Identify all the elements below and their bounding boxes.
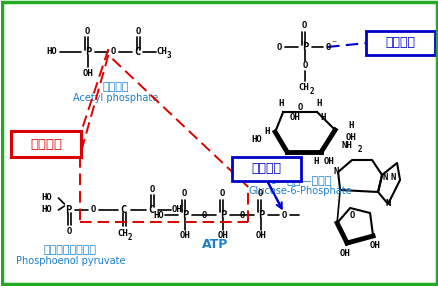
Text: NH: NH [341,142,352,150]
Text: H: H [264,128,269,136]
Text: O: O [281,210,286,219]
Text: HO: HO [41,194,52,202]
Text: O: O [239,210,244,219]
Text: O: O [301,21,306,31]
Text: O: O [110,47,116,57]
Text: O: O [276,43,281,51]
Text: 6—磷酸—葡萄糖: 6—磷酸—葡萄糖 [268,175,331,185]
Text: HO: HO [273,158,284,166]
Text: HO: HO [46,47,57,57]
Text: Glucose-6-Phosphate: Glucose-6-Phosphate [248,186,351,196]
Text: O: O [297,104,302,112]
Text: 2: 2 [128,233,132,241]
Text: O: O [149,184,155,194]
Text: O: O [85,27,90,35]
Text: N: N [333,168,338,176]
Text: HO: HO [251,136,262,144]
Text: H: H [320,112,325,122]
Text: H: H [316,100,321,108]
Text: O: O [91,206,96,214]
Text: C: C [134,47,140,57]
Text: 3: 3 [166,51,171,61]
Text: P: P [182,210,188,220]
Text: O: O [219,190,224,198]
Text: OH: OH [83,69,94,78]
Text: O: O [349,210,354,219]
Text: P: P [219,210,226,220]
Text: 低能酰键: 低能酰键 [385,37,415,49]
Text: Acetyl phosphate: Acetyl phosphate [73,93,158,103]
Text: CH: CH [155,47,166,57]
Text: H: H [348,120,353,130]
Text: C: C [148,205,154,215]
Text: H: H [289,158,294,166]
Text: OH: OH [180,231,190,241]
Text: O: O [135,27,141,35]
Text: N: N [385,200,390,208]
Text: 乙酰磷酸: 乙酰磷酸 [102,82,128,92]
Text: ATP: ATP [201,238,228,251]
FancyBboxPatch shape [365,31,434,55]
Text: 2: 2 [357,146,362,154]
Text: 高能酐键: 高能酐键 [30,138,62,150]
Text: O: O [201,210,206,219]
Text: N: N [389,172,395,182]
Text: OH: OH [339,249,350,257]
Text: HO: HO [152,210,163,219]
Text: P: P [301,42,307,52]
FancyBboxPatch shape [11,131,81,157]
Text: OH: OH [289,112,299,122]
Text: O: O [257,190,262,198]
Text: H: H [313,158,318,166]
Text: O: O [67,227,72,235]
Text: CH: CH [298,82,309,92]
Text: OH: OH [172,206,182,214]
Text: OH: OH [255,231,266,241]
Text: P: P [85,47,91,57]
Text: O: O [181,190,187,198]
Text: O: O [302,61,307,71]
Text: OH: OH [217,231,228,241]
Text: N: N [381,172,387,182]
Text: HO: HO [41,206,52,214]
FancyBboxPatch shape [232,157,300,181]
Text: OH: OH [369,241,380,251]
Text: H: H [278,100,283,108]
Text: 磷酸烯醇式丙酮酸: 磷酸烯醇式丙酮酸 [44,245,97,255]
Text: OH: OH [345,134,356,142]
Text: CH: CH [117,229,127,237]
Text: ⁻: ⁻ [331,39,336,49]
Text: C: C [120,205,126,215]
Text: Phosphoenol pyruvate: Phosphoenol pyruvate [16,256,125,266]
Text: P: P [258,210,264,220]
Text: 2: 2 [309,86,314,96]
Text: O: O [325,43,330,51]
Text: OH: OH [323,158,334,166]
Text: 低能酰键: 低能酰键 [251,162,281,176]
Text: P: P [65,205,71,215]
